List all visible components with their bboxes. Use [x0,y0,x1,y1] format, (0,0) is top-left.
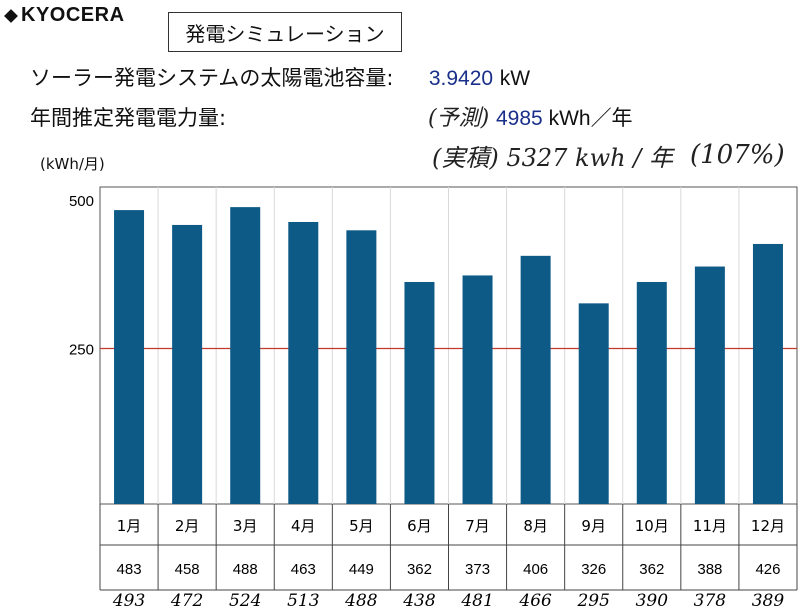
actual-handwritten-value: 493 [112,591,145,607]
bar-12 [752,243,783,504]
bar-layer [114,207,783,505]
capacity-value: 3.9420 [428,67,494,90]
month-table: 1月 483 493 2月 458 472 3月 488 524 4月 463 513 5月 449 488… [99,504,798,607]
actual-handwritten-value: 513 [287,591,319,607]
actual-handwritten-value: 438 [402,591,436,607]
month-label: 3月 [233,517,258,535]
predicted-value-label: 488 [233,561,258,578]
month-label: 8月 [523,517,548,535]
predicted-value-label: 373 [465,561,490,578]
actual-handwritten-value: 390 [636,591,669,607]
bar-1 [114,210,145,504]
simulation-title: 発電シミュレーション [185,21,385,46]
simulation-title-box: 発電シミュレーション [168,12,402,52]
annual-unit: kWh／年 [548,107,633,130]
bar-7 [462,275,493,504]
month-label: 1月 [117,517,142,535]
capacity-unit: kW [499,67,531,90]
actual-handwritten-value: 389 [752,591,785,607]
annual-value: 4985 [496,107,543,130]
y-axis-unit: (kWh/月) [40,155,105,173]
actual-handwritten-value: 488 [344,591,378,607]
predicted-value-label: 449 [349,561,374,578]
month-label: 4月 [291,517,316,535]
predicted-value-label: 426 [755,561,780,578]
actual-handwritten-value: 378 [694,591,727,607]
tick-layer: 250 500 [69,193,94,359]
actual-handwritten-value: 295 [576,591,609,607]
bar-11 [694,266,725,504]
bar-4 [288,221,319,504]
bar-2 [172,224,203,504]
month-label: 7月 [465,517,490,535]
month-label: 9月 [581,517,606,535]
capacity-row: ソーラー発電システムの太陽電池容量: 3.9420 kW [30,62,530,92]
brand-name: KYOCERA [21,4,125,26]
bar-3 [230,207,261,505]
predicted-value-label: 362 [407,561,432,578]
bar-9 [578,303,609,504]
actual-handwritten-value: 524 [229,591,261,607]
annual-predicted: 4985 kWh／年 [496,102,633,132]
month-label: 12月 [751,517,785,535]
predicted-value-label: 326 [581,561,606,578]
handwritten-actual: (実積) 5327 kwh / 年 [432,144,673,172]
month-label: 2月 [175,517,200,535]
bar-5 [346,230,377,504]
annual-label: 年間推定発電電力量: [30,106,227,130]
predicted-value-label: 362 [639,561,664,578]
y-tick-label: 250 [69,342,94,359]
predicted-value-label: 388 [697,561,722,578]
grid-layer [99,186,798,505]
brand-logo: KYOCERA [4,4,125,27]
bar-8 [520,255,551,504]
handwritten-percent: (107%) [690,140,785,170]
month-label: 10月 [635,517,669,535]
handwritten-predicted: (予測) [428,106,490,131]
month-label: 11月 [693,517,727,535]
capacity-label: ソーラー発電システムの太陽電池容量: [30,66,394,90]
annual-row: 年間推定発電電力量: [30,102,226,132]
actual-handwritten-value: 466 [518,591,552,607]
predicted-value-label: 483 [117,561,142,578]
actual-handwritten-value: 481 [460,591,493,607]
month-label: 5月 [349,517,374,535]
predicted-value-label: 406 [523,561,548,578]
y-tick-label: 500 [69,193,94,210]
predicted-value-label: 463 [291,561,316,578]
bar-6 [404,281,435,504]
month-label: 6月 [407,517,432,535]
actual-handwritten-value: 472 [170,591,203,607]
predicted-value-label: 458 [175,561,200,578]
bar-10 [636,281,667,504]
